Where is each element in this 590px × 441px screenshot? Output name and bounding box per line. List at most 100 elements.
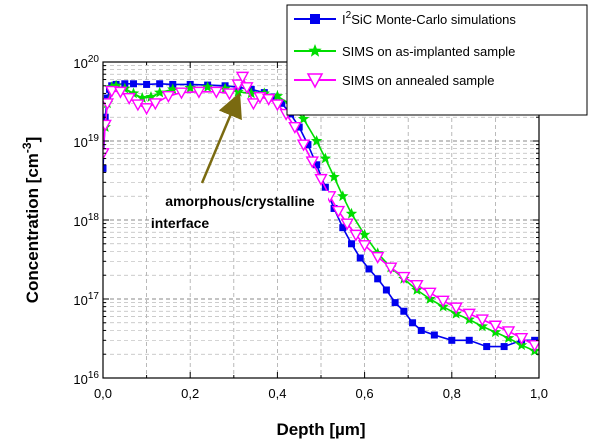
data-point-star	[245, 87, 257, 99]
x-tick-label: 0,4	[268, 386, 286, 401]
data-point-star	[184, 81, 196, 93]
data-point-square	[409, 319, 417, 327]
data-point-square	[374, 275, 382, 283]
data-point-square	[391, 299, 399, 307]
data-point-star	[345, 207, 358, 219]
legend-label-annealed: SIMS on annealed sample	[342, 73, 494, 88]
y-tick-label: 1017	[73, 291, 99, 308]
data-point-star	[337, 190, 349, 202]
data-point-triangle	[410, 279, 424, 293]
legend-box	[286, 4, 588, 116]
legend-marker-simulation	[310, 14, 320, 24]
legend: I2SiC Monte-Carlo simulations SIMS on as…	[286, 4, 588, 116]
y-tick-label: 1020	[73, 54, 99, 71]
data-point-triangle	[449, 302, 463, 315]
data-point-square	[400, 307, 408, 315]
data-point-star	[110, 79, 122, 91]
legend-entry-simulation: I2SiC Monte-Carlo simulations	[294, 10, 516, 27]
data-point-star	[271, 90, 284, 101]
data-point-triangle	[488, 320, 503, 333]
legend-marker-as-implanted	[308, 44, 322, 57]
x-tick-label: 1,0	[530, 386, 548, 401]
y-axis-title-end: ]	[23, 137, 42, 143]
data-point-triangle	[240, 82, 254, 95]
annotation: amorphous/crystalline interface	[151, 92, 328, 231]
legend-entry-as-implanted: SIMS on as-implanted sample	[294, 44, 515, 59]
data-point-square	[339, 224, 347, 232]
data-point-triangle	[131, 99, 145, 112]
data-point-triangle	[462, 308, 476, 321]
data-point-square	[143, 80, 151, 88]
data-point-triangle	[349, 229, 363, 242]
data-point-triangle	[436, 295, 450, 308]
data-point-triangle	[270, 99, 285, 112]
data-point-triangle	[314, 173, 328, 186]
data-point-star	[136, 92, 148, 103]
data-point-star	[310, 135, 323, 146]
x-tick-label: 0,6	[356, 386, 374, 401]
y-tick-label: 1019	[73, 133, 99, 150]
data-point-square	[304, 141, 312, 149]
y-tick-label: 1018	[73, 212, 99, 229]
data-point-square	[448, 336, 456, 344]
data-point-triangle	[122, 92, 136, 105]
y-axis-title: Concentration [cm-3]	[20, 137, 42, 304]
data-point-square	[465, 336, 473, 344]
data-point-star	[319, 152, 332, 164]
data-point-triangle	[397, 271, 411, 284]
data-point-square	[417, 326, 425, 334]
legend-entry-annealed: SIMS on annealed sample	[294, 73, 494, 89]
data-point-triangle	[113, 86, 128, 99]
legend-marker-annealed	[306, 73, 324, 89]
data-point-square	[313, 161, 321, 169]
y-tick-labels: 1016 1017 1018 1019 1020	[73, 54, 99, 387]
x-tick-labels: 0,0 0,2 0,4 0,6 0,8 1,0	[94, 386, 548, 401]
data-point-star	[154, 86, 166, 98]
x-tick-label: 0,8	[443, 386, 461, 401]
data-point-square	[356, 254, 364, 262]
data-point-star	[201, 81, 214, 92]
data-point-triangle	[288, 121, 302, 135]
data-point-square	[365, 265, 373, 273]
y-axis-title-main: Concentration [cm	[23, 153, 42, 303]
x-tick-label: 0,2	[181, 386, 199, 401]
data-point-triangle	[501, 326, 516, 339]
x-tick-label: 0,0	[94, 386, 112, 401]
data-point-square	[295, 123, 303, 131]
data-point-triangle	[384, 262, 398, 275]
data-point-triangle	[103, 148, 110, 161]
data-point-square	[103, 164, 107, 172]
data-point-triangle	[423, 287, 437, 300]
annotation-line2: interface	[151, 215, 210, 231]
legend-label-simulation: I2SiC Monte-Carlo simulations	[342, 10, 516, 27]
data-point-star	[297, 113, 310, 124]
annotation-arrow	[200, 92, 242, 184]
data-point-triangle	[192, 86, 206, 99]
data-point-star	[219, 82, 231, 94]
data-point-triangle	[340, 218, 354, 231]
data-point-star	[127, 87, 140, 99]
data-point-star	[358, 228, 371, 240]
data-point-square	[130, 80, 138, 88]
data-point-star	[145, 91, 157, 102]
y-axis-title-sup: -3	[20, 142, 34, 153]
data-point-triangle	[296, 139, 311, 152]
data-point-triangle	[103, 119, 112, 132]
data-point-square	[500, 343, 508, 351]
data-point-square	[483, 343, 491, 351]
x-axis-title: Depth [µm]	[276, 420, 365, 439]
data-point-triangle	[161, 91, 176, 104]
data-point-triangle	[475, 314, 490, 327]
data-point-square	[156, 80, 164, 88]
data-point-triangle	[174, 87, 189, 100]
data-point-triangle	[103, 98, 115, 111]
data-point-triangle	[105, 85, 119, 98]
data-point-triangle	[331, 205, 346, 218]
data-point-triangle	[514, 332, 529, 346]
data-point-triangle	[235, 71, 250, 84]
data-point-triangle	[370, 251, 385, 264]
data-point-triangle	[246, 98, 261, 111]
data-point-triangle	[305, 156, 319, 169]
legend-label-as-implanted: SIMS on as-implanted sample	[342, 44, 515, 59]
